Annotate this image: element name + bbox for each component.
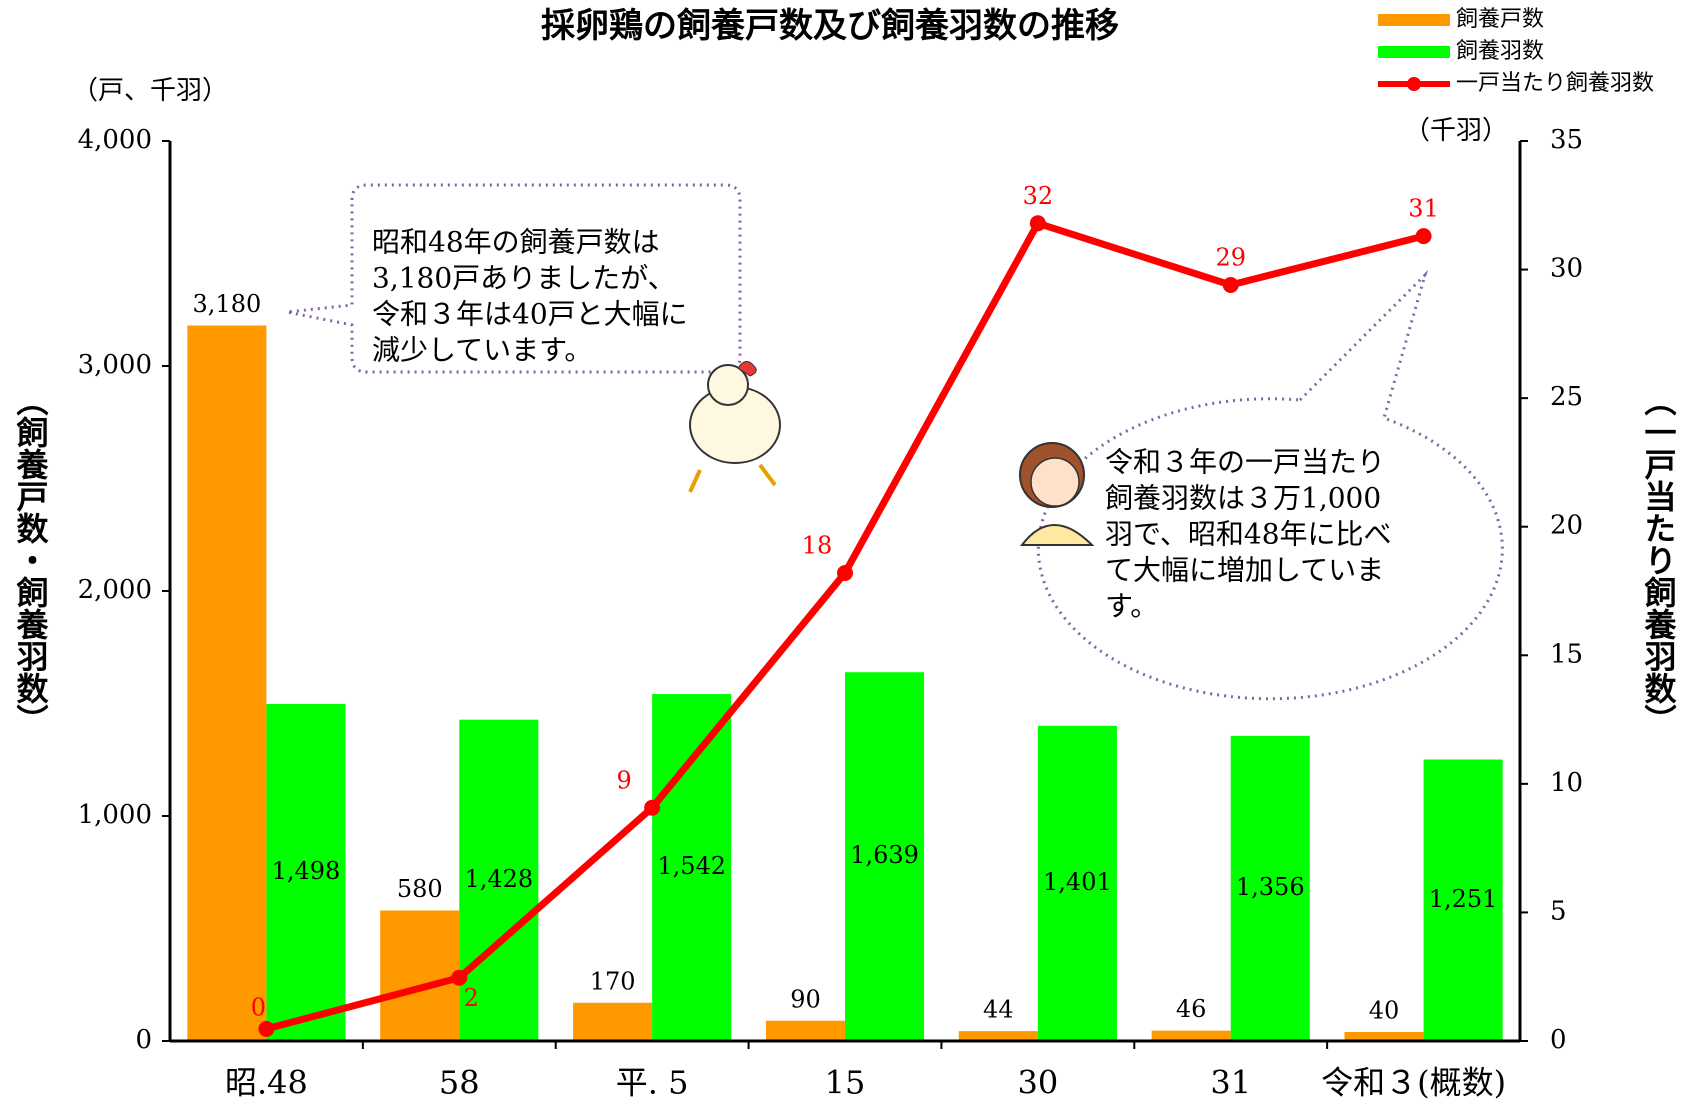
line-point [837, 565, 853, 581]
y-unit: （戸、千羽） [72, 76, 228, 106]
line-value-label: 9 [617, 766, 632, 794]
legend-swatch [1378, 46, 1450, 58]
annotation: 減少しています。 [372, 334, 592, 367]
y-axis-label: （飼養戸数・飼養羽数） [12, 384, 50, 736]
y2-tick-label: 15 [1550, 639, 1583, 669]
annotation: て大幅に増加していま [1105, 554, 1384, 587]
line-point [1030, 215, 1046, 231]
annotation: 令和３年は40戸と大幅に [372, 298, 688, 331]
line-value-label: 2 [464, 984, 479, 1012]
chart-title: 採卵鶏の飼養戸数及び飼養羽数の推移 [541, 6, 1119, 46]
y2-tick-label: 25 [1550, 382, 1583, 412]
annotation: 昭和48年の飼養戸数は [372, 226, 660, 259]
annotation: 令和３年の一戸当たり [1105, 446, 1385, 479]
value-label: 1,251 [1429, 885, 1498, 913]
x-tick-label: 58 [439, 1064, 480, 1102]
x-tick-label: 30 [1017, 1064, 1058, 1102]
value-label: 46 [1176, 995, 1207, 1023]
annotation: 3,180戸ありましたが、 [372, 262, 676, 295]
line-value-label: 18 [802, 532, 833, 560]
value-label: 44 [983, 996, 1014, 1024]
chicken-illustration [690, 361, 780, 492]
line-point [258, 1021, 274, 1037]
y2-unit: （千羽） [1404, 116, 1508, 146]
value-label: 1,428 [464, 865, 533, 893]
annotation: 飼養羽数は３万1,000 [1105, 482, 1381, 515]
line-point [1416, 228, 1432, 244]
line-value-label: 31 [1408, 195, 1439, 223]
y-tick-label: 1,000 [78, 800, 152, 830]
y-tick-label: 3,000 [78, 350, 152, 380]
value-label: 1,356 [1236, 873, 1305, 901]
bar [1152, 1031, 1231, 1041]
line-value-label: 0 [251, 993, 266, 1021]
line-value-label: 32 [1023, 182, 1054, 210]
bar [380, 911, 459, 1042]
x-tick-label: 昭.48 [225, 1064, 308, 1102]
annotation: す。 [1105, 590, 1158, 623]
legend-label: 一戸当たり飼養羽数 [1456, 71, 1654, 96]
y2-axis-label: （一戸当たり飼養羽数） [1640, 384, 1678, 736]
value-label: 3,180 [193, 290, 262, 318]
y2-tick-label: 35 [1550, 125, 1583, 155]
y-tick-label: 0 [135, 1025, 152, 1055]
legend-label: 飼養戸数 [1456, 7, 1544, 32]
value-label: 1,542 [657, 852, 726, 880]
legend-label: 飼養羽数 [1456, 39, 1544, 64]
legend-swatch [1378, 14, 1450, 26]
y2-tick-label: 5 [1550, 896, 1567, 926]
chart: 採卵鶏の飼養戸数及び飼養羽数の推移 （戸、千羽） （千羽） （飼養戸数・飼養羽数… [0, 0, 1684, 1106]
bar [187, 326, 266, 1042]
y-tick-label: 2,000 [78, 575, 152, 605]
x-tick-label: 15 [825, 1064, 866, 1102]
value-label: 580 [397, 875, 443, 903]
legend-swatch [1407, 77, 1421, 91]
y2-tick-label: 20 [1550, 511, 1583, 541]
y2-tick-label: 10 [1550, 768, 1583, 798]
x-tick-label: 令和３(概数) [1321, 1064, 1506, 1102]
value-label: 40 [1369, 997, 1400, 1025]
annotation: 羽で、昭和48年に比べ [1105, 518, 1392, 551]
line-point [644, 800, 660, 816]
value-label: 1,401 [1043, 868, 1112, 896]
line-point [1223, 277, 1239, 293]
x-tick-label: 平. 5 [616, 1064, 689, 1102]
bar [573, 1003, 652, 1041]
value-label: 1,498 [272, 857, 341, 885]
bar [766, 1021, 845, 1041]
value-label: 170 [590, 967, 636, 995]
value-label: 1,639 [850, 841, 919, 869]
x-tick-label: 31 [1210, 1064, 1251, 1102]
value-label: 90 [790, 985, 821, 1013]
line-value-label: 29 [1215, 244, 1246, 272]
y-tick-label: 4,000 [78, 125, 152, 155]
y2-tick-label: 0 [1550, 1025, 1567, 1055]
y2-tick-label: 30 [1550, 254, 1583, 284]
